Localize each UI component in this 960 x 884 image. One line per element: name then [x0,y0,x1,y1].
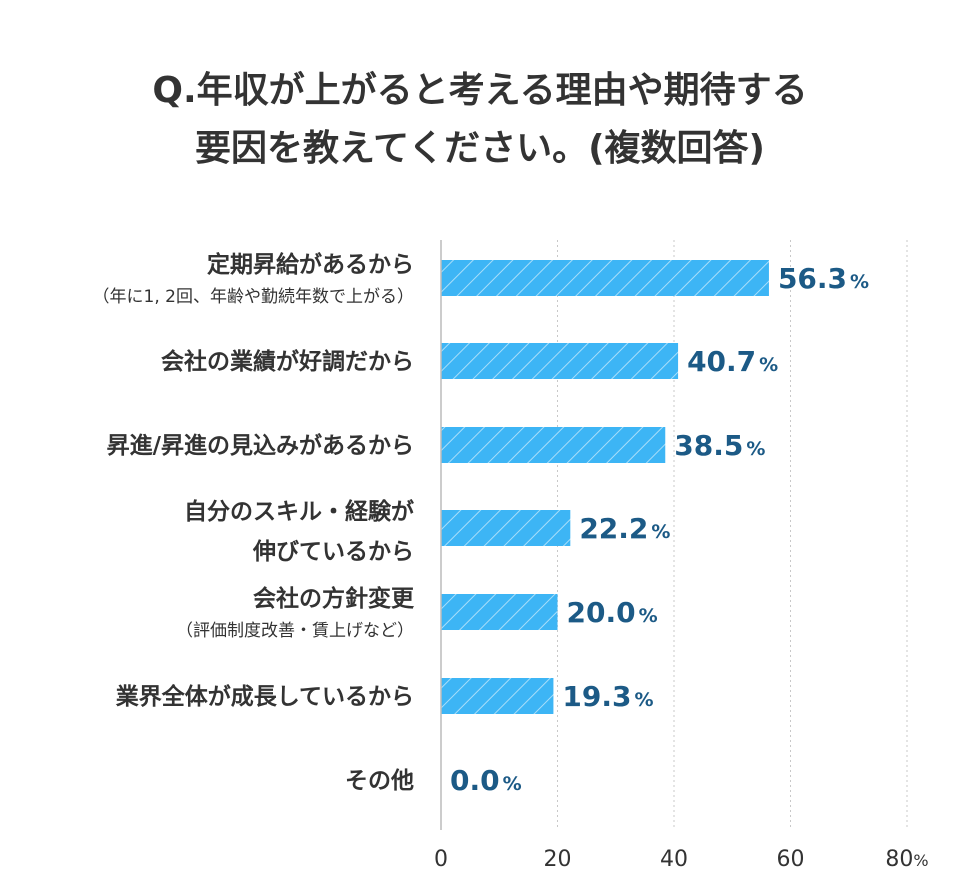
category-label: 自分のスキル・経験が [184,498,414,525]
category-sublabel: （評価制度改善・賃上げなど） [176,621,414,641]
bars [441,260,769,714]
x-axis: 0 20 40 60 80% [434,240,929,872]
x-tick-label: 0 [434,847,448,872]
chart-title-line-2: 要因を教えてください。(複数回答) [194,128,766,169]
category-label: その他 [345,768,414,794]
category-label: 伸びているから [252,539,414,565]
category-label: 会社の方針変更 [253,585,415,612]
bar [441,343,679,379]
value-label: 0.0% [450,764,522,797]
value-label: 56.3% [778,262,869,295]
value-unit: % [503,773,522,795]
x-tick-label: 80% [885,847,928,872]
value-label: 22.2% [579,512,670,545]
value-unit: % [651,521,670,543]
chart-title-line-1: Q.年収が上がると考える理由や期待する [152,70,808,111]
x-tick-unit: % [913,851,928,870]
x-tick-label: 20 [544,847,572,872]
value-unit: % [639,605,658,627]
bar [441,594,558,630]
chart-title: Q.年収が上がると考える理由や期待する 要因を教えてください。(複数回答) [0,62,960,178]
value-label: 40.7% [687,345,778,378]
value-unit: % [850,271,869,293]
category-sublabel: （年に1, 2回、年齢や勤続年数で上がる） [93,287,414,307]
value-unit: % [635,689,654,711]
x-tick-label: 40 [660,847,688,872]
bar [441,678,554,714]
value-label: 20.0% [567,596,658,629]
value-unit: % [746,438,765,460]
category-labels: 定期昇給があるから （年に1, 2回、年齢や勤続年数で上がる） 会社の業績が好調だか… [93,251,415,794]
category-label: 昇進/昇進の見込みがあるから [107,432,414,459]
x-tick-label: 60 [777,847,805,872]
category-label: 業界全体が成長しているから [115,683,414,710]
bar [441,510,571,546]
bar [441,260,769,296]
value-label: 38.5% [674,429,765,462]
category-label: 会社の業績が好調だから [161,348,414,375]
value-label: 19.3% [562,680,653,713]
value-unit: % [759,354,778,376]
category-label: 定期昇給があるから [207,251,414,278]
bar [441,427,666,463]
